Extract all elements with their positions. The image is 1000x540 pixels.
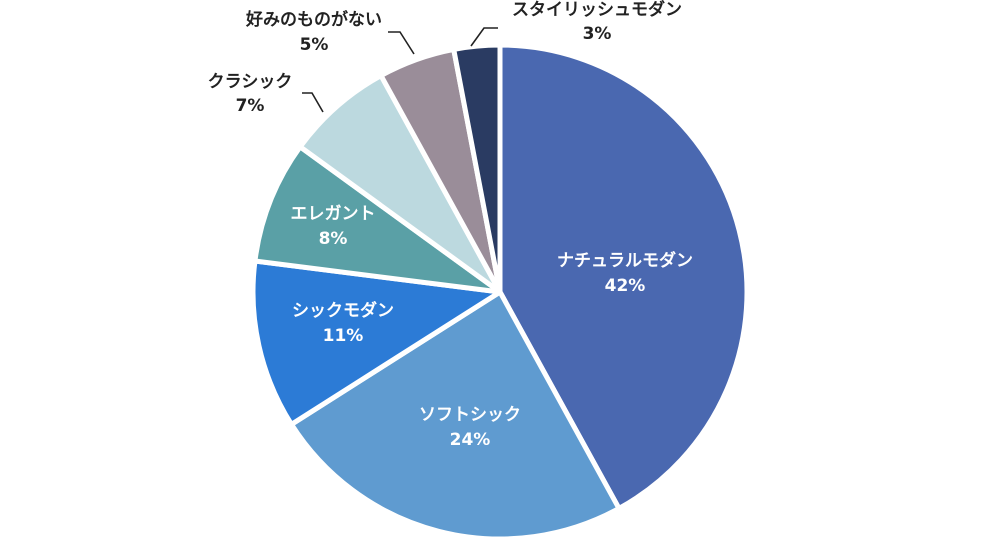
slice-label-soft-chic-value: 24% (450, 430, 491, 450)
leader-line-stylish-modern (470, 27, 498, 47)
leader-lines (302, 27, 498, 113)
pie-slice-elegant (252, 144, 503, 295)
slice-label-chic-modern-name: シックモダン (292, 300, 394, 321)
slice-label-classic-name: クラシック (208, 72, 293, 92)
pie-slice-chic-modern (250, 258, 503, 427)
slice-label-chic-modern-value: 11% (323, 326, 364, 346)
slice-label-natural-modern-value: 42% (605, 276, 646, 296)
slice-label-stylish-modern-name: スタイリッシュモダン (512, 0, 682, 20)
slice-label-classic-value: 7% (236, 96, 265, 116)
slice-label-elegant-name: エレガント (291, 204, 376, 224)
slice-label-no-preference-name: 好みのものがない (245, 9, 382, 30)
slice-label-soft-chic-name: ソフトシック (419, 405, 521, 425)
leader-line-classic (302, 92, 324, 113)
slice-label-stylish-modern-value: 3% (583, 24, 612, 44)
pie-slices (250, 42, 750, 540)
pie-slice-natural-modern (497, 42, 750, 511)
pie-slice-stylish-modern (451, 42, 503, 295)
pie-slice-soft-chic (288, 289, 622, 540)
slice-labels: ナチュラルモダン 42% ソフトシック 24% シックモダン 11% エレガント… (208, 0, 693, 450)
leader-line-no-preference (388, 31, 415, 55)
slice-label-natural-modern-name: ナチュラルモダン (557, 250, 693, 271)
slice-label-no-preference-value: 5% (300, 35, 329, 55)
slice-label-elegant-value: 8% (319, 229, 348, 249)
